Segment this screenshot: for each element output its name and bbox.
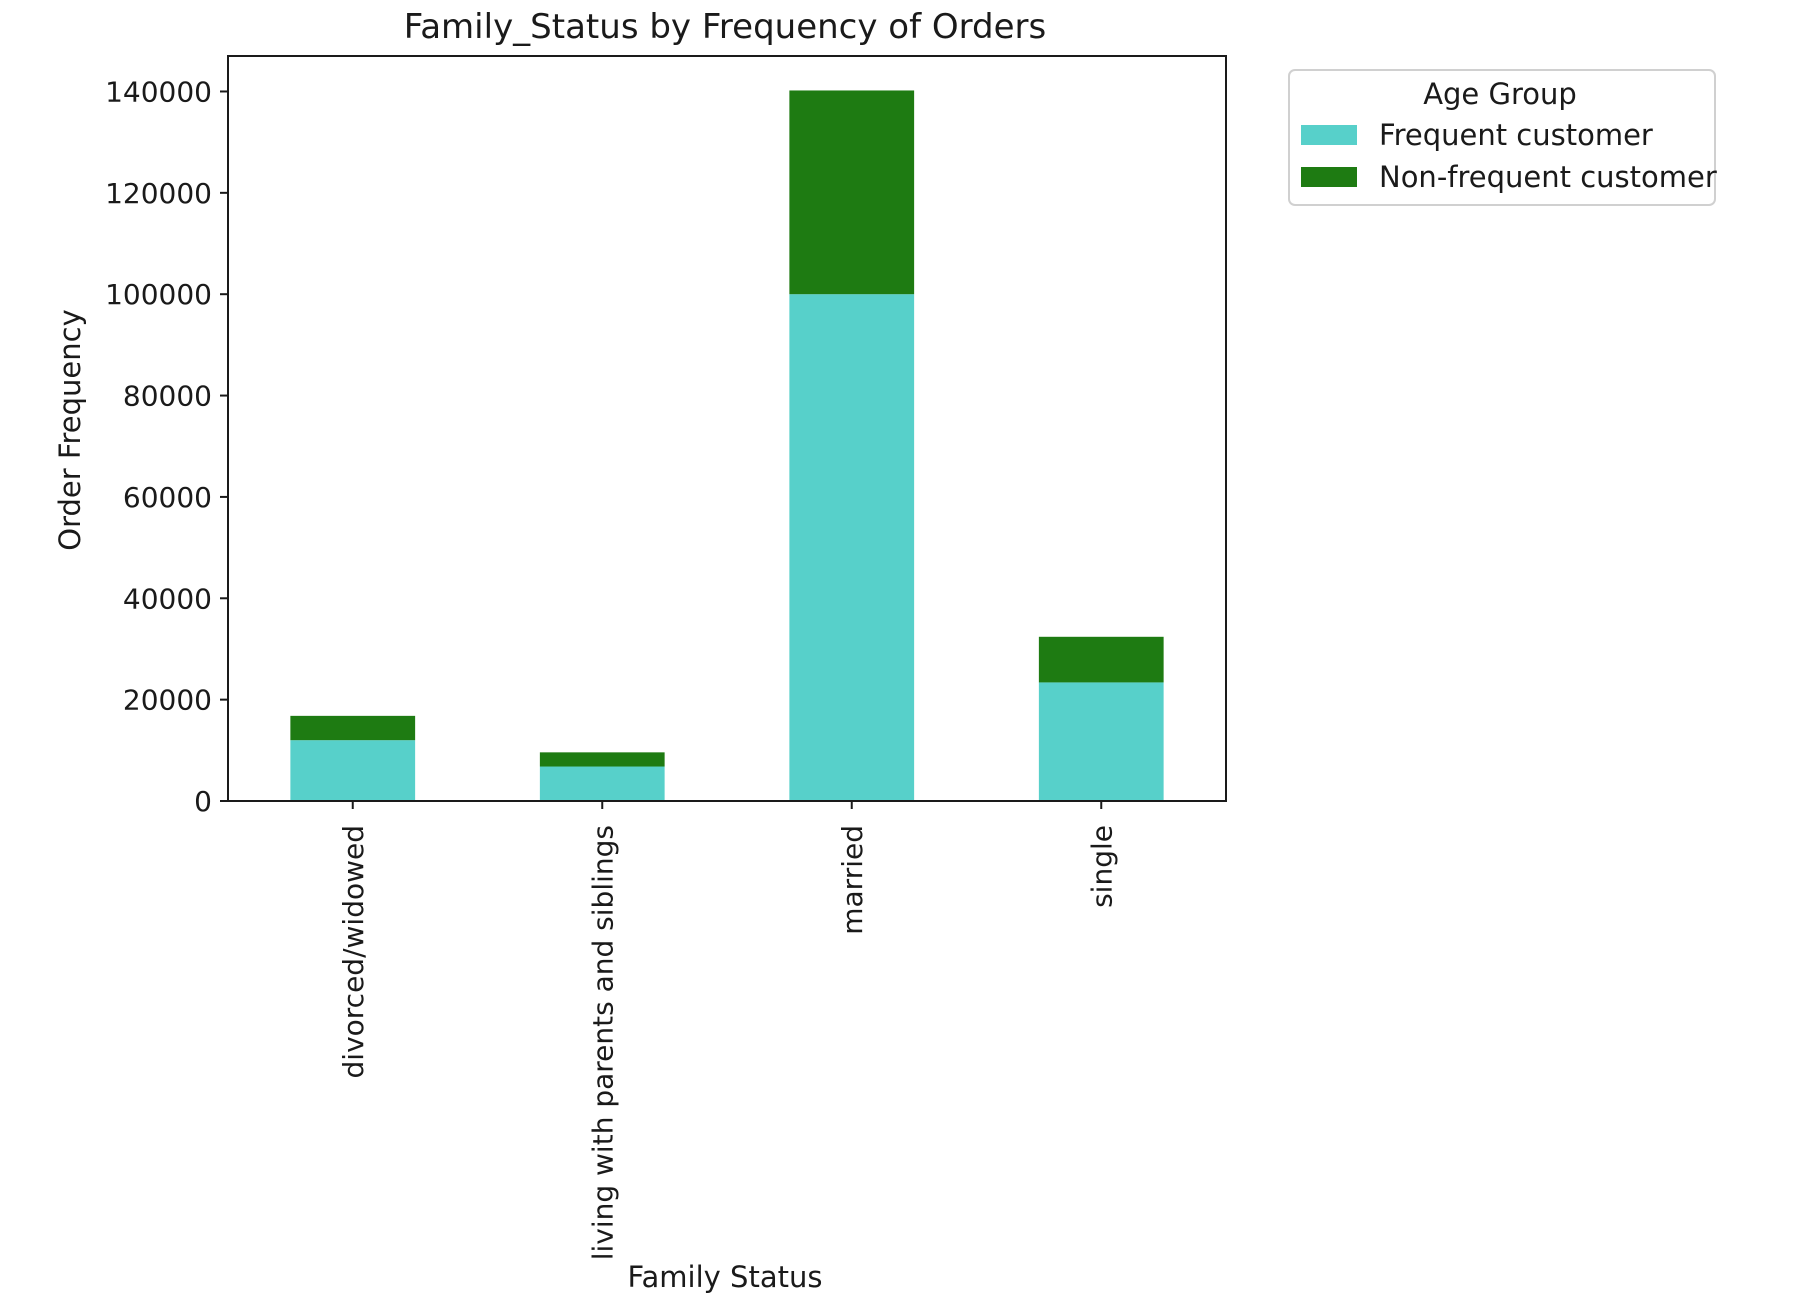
y-tick-label: 140000 (105, 75, 212, 108)
legend-swatch-frequent (1301, 125, 1357, 145)
legend-label-non-frequent: Non-frequent customer (1379, 160, 1717, 194)
bar-frequent-2 (789, 294, 915, 801)
legend-title: Age Group (1423, 77, 1577, 111)
legend: Age Group Frequent customer Non-frequent … (1288, 69, 1717, 206)
bar-non-frequent-0 (290, 715, 416, 741)
plot-area: 0 20000 40000 60000 80000 100000 120000 140000 d… (105, 55, 1227, 1260)
y-tick-label: 120000 (105, 177, 212, 210)
legend-frame (1288, 69, 1716, 206)
legend-swatch-non-frequent (1301, 167, 1357, 187)
legend-items: Frequent customer Non-frequent customer (1301, 118, 1717, 194)
x-tick-label: married (836, 825, 869, 935)
bar-non-frequent-1 (539, 752, 665, 767)
y-tick-label: 100000 (105, 278, 212, 311)
y-tick-label: 60000 (123, 481, 212, 514)
y-tick-label: 40000 (123, 582, 212, 615)
x-tick-label: living with parents and siblings (586, 825, 619, 1260)
x-axis-label: Family Status (628, 1260, 823, 1294)
chart-title: Family_Status by Frequency of Orders (404, 7, 1046, 47)
plot-frame (227, 55, 1227, 802)
bar-non-frequent-3 (1038, 636, 1164, 683)
y-tick-label: 0 (194, 785, 212, 818)
y-axis-label: Order Frequency (53, 309, 87, 550)
y-tick-label: 20000 (123, 684, 212, 717)
bar-frequent-1 (539, 766, 665, 801)
bar-frequent-3 (1038, 682, 1164, 801)
bar-frequent-0 (290, 740, 416, 801)
y-tick-label: 80000 (123, 380, 212, 413)
x-tick-label: divorced/widowed (337, 825, 370, 1078)
bar-non-frequent-2 (789, 90, 915, 295)
x-tick-label: single (1085, 825, 1118, 908)
legend-label-frequent: Frequent customer (1379, 118, 1653, 152)
